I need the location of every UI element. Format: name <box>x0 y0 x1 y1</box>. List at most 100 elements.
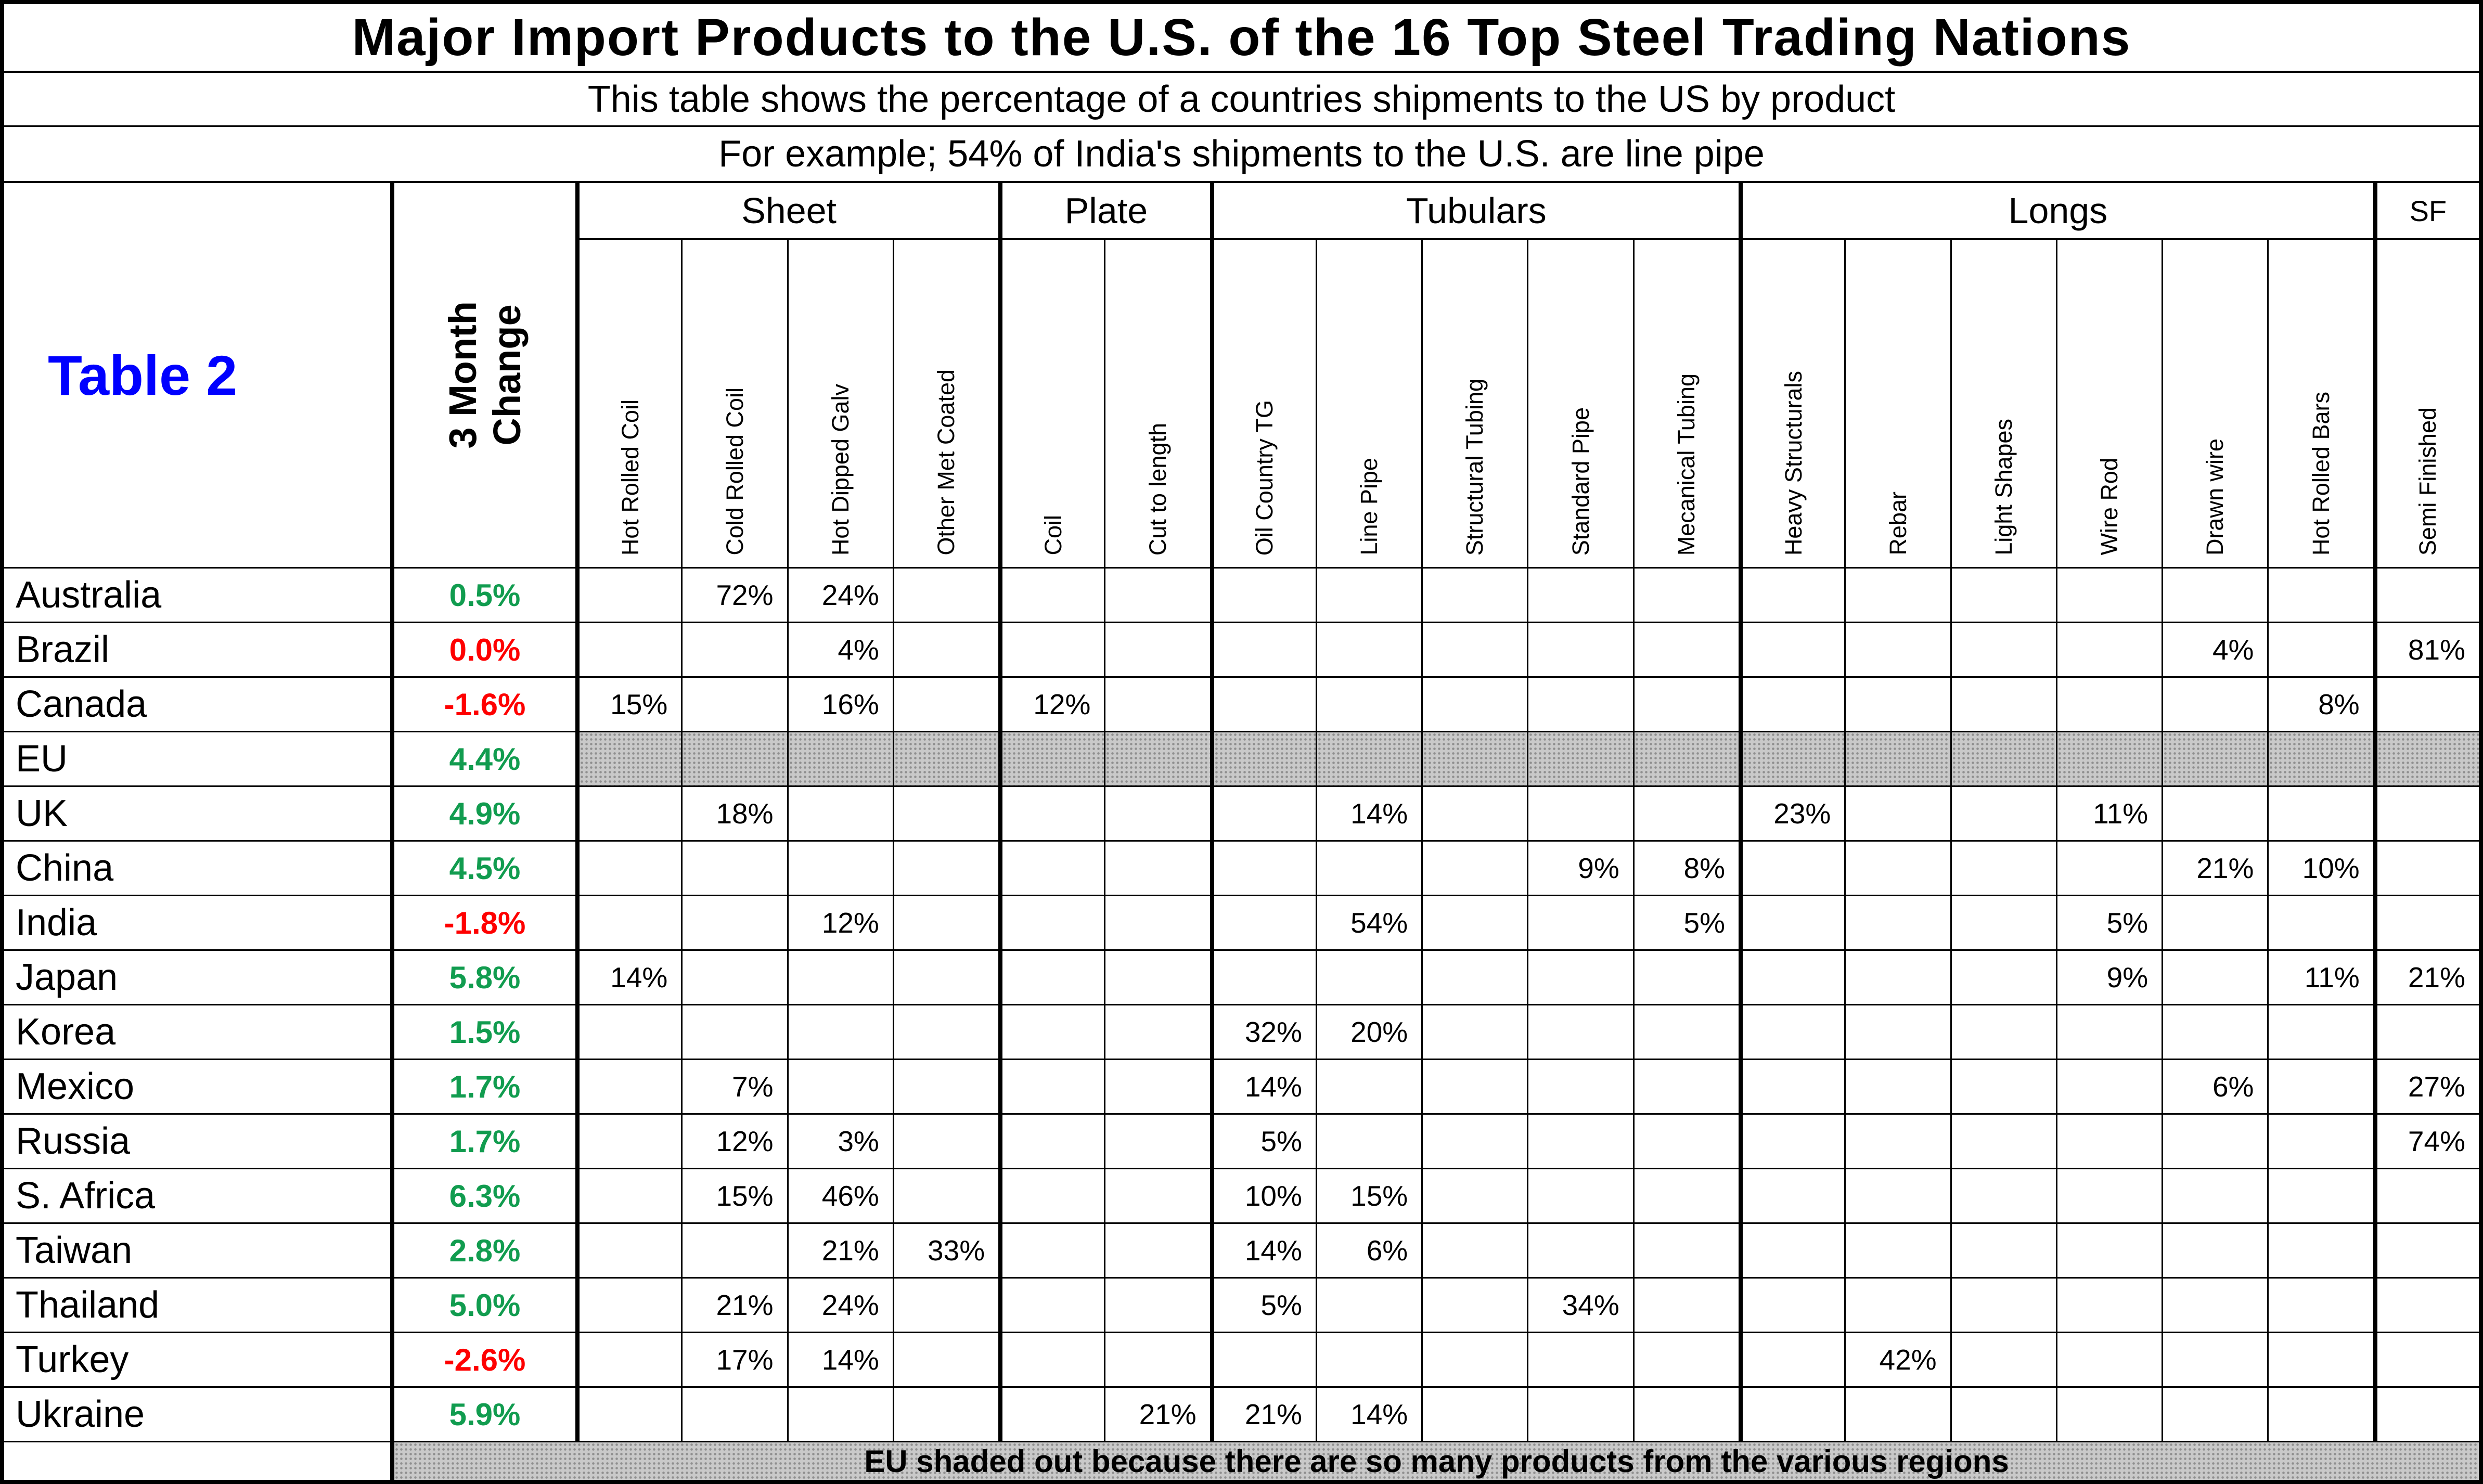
cell-taiwan-other-met-coated: 33% <box>892 1222 999 1277</box>
cell-china-light-shapes <box>1950 840 2056 895</box>
cell-japan-hot-dipped-galv <box>787 949 893 1004</box>
cell-brazil-oil-country-tg <box>1210 622 1316 676</box>
cell-india-hot-dipped-galv: 12% <box>787 895 893 949</box>
cell-turkey-drawn-wire <box>2162 1332 2268 1386</box>
cell-turkey-mecanical-tubing <box>1632 1332 1739 1386</box>
cell-thailand-line-pipe <box>1315 1277 1422 1332</box>
cell-mexico-structural-tubing <box>1421 1059 1527 1113</box>
cell-eu-rebar <box>1844 731 1950 785</box>
cell-turkey-standard-pipe <box>1527 1332 1633 1386</box>
cell-thailand-rebar <box>1844 1277 1950 1332</box>
cell-mexico-oil-country-tg: 14% <box>1210 1059 1316 1113</box>
cell-thailand-coil <box>998 1277 1104 1332</box>
cell-russia-other-met-coated <box>892 1113 999 1168</box>
cell-canada-line-pipe <box>1315 676 1422 731</box>
cell-mexico-hot-rolled-coil <box>575 1059 681 1113</box>
cell-japan-other-met-coated <box>892 949 999 1004</box>
cell-japan-oil-country-tg <box>1210 949 1316 1004</box>
cell-russia-structural-tubing <box>1421 1113 1527 1168</box>
cell-china-other-met-coated <box>892 840 999 895</box>
cell-eu-mecanical-tubing <box>1632 731 1739 785</box>
cell-india-semi-finished <box>2373 895 2479 949</box>
cell-india-cold-rolled-coil <box>681 895 787 949</box>
cell-canada-light-shapes <box>1950 676 2056 731</box>
cell-taiwan-line-pipe: 6% <box>1315 1222 1422 1277</box>
column-header-wire-rod: Wire Rod <box>2055 238 2162 567</box>
row-country-japan: Japan <box>4 949 390 1004</box>
cell-china-hot-rolled-bars: 10% <box>2267 840 2373 895</box>
cell-taiwan-hot-rolled-bars <box>2267 1222 2373 1277</box>
cell-eu-other-met-coated <box>892 731 999 785</box>
cell-turkey-hot-rolled-coil <box>575 1332 681 1386</box>
cell-japan-line-pipe <box>1315 949 1422 1004</box>
cell-japan-standard-pipe <box>1527 949 1633 1004</box>
column-header-rebar: Rebar <box>1844 238 1950 567</box>
cell-brazil-cut-to-length <box>1104 622 1210 676</box>
cell-taiwan-hot-dipped-galv: 21% <box>787 1222 893 1277</box>
row-country-australia: Australia <box>4 567 390 622</box>
cell-turkey-semi-finished <box>2373 1332 2479 1386</box>
column-header-cut-to-length: Cut to length <box>1104 238 1210 567</box>
cell-uk-coil <box>998 785 1104 840</box>
cell-brazil-mecanical-tubing <box>1632 622 1739 676</box>
cell-russia-cold-rolled-coil: 12% <box>681 1113 787 1168</box>
cell-eu-oil-country-tg <box>1210 731 1316 785</box>
cell-taiwan-light-shapes <box>1950 1222 2056 1277</box>
cell-russia-drawn-wire <box>2162 1113 2268 1168</box>
cell-australia-heavy-structurals <box>1739 567 1845 622</box>
cell-australia-drawn-wire <box>2162 567 2268 622</box>
cell-india-line-pipe: 54% <box>1315 895 1422 949</box>
cell-china-standard-pipe: 9% <box>1527 840 1633 895</box>
column-header-hot-rolled-bars: Hot Rolled Bars <box>2267 238 2373 567</box>
cell-thailand-hot-rolled-coil <box>575 1277 681 1332</box>
cell-brazil-coil <box>998 622 1104 676</box>
cell-australia-cut-to-length <box>1104 567 1210 622</box>
column-header-text-cut-to-length: Cut to length <box>1144 422 1171 556</box>
row-change-brazil: 0.0% <box>390 622 575 676</box>
cell-mexico-hot-rolled-bars <box>2267 1059 2373 1113</box>
row-change-india: -1.8% <box>390 895 575 949</box>
column-header-line-pipe: Line Pipe <box>1315 238 1422 567</box>
cell-india-cut-to-length <box>1104 895 1210 949</box>
cell-canada-cut-to-length <box>1104 676 1210 731</box>
cell-turkey-light-shapes <box>1950 1332 2056 1386</box>
cell-s-africa-other-met-coated <box>892 1168 999 1222</box>
row-change-china: 4.5% <box>390 840 575 895</box>
row-country-s-africa: S. Africa <box>4 1168 390 1222</box>
cell-s-africa-mecanical-tubing <box>1632 1168 1739 1222</box>
cell-turkey-oil-country-tg <box>1210 1332 1316 1386</box>
row-change-japan: 5.8% <box>390 949 575 1004</box>
cell-korea-oil-country-tg: 32% <box>1210 1004 1316 1059</box>
cell-ukraine-standard-pipe <box>1527 1386 1633 1441</box>
cell-india-mecanical-tubing: 5% <box>1632 895 1739 949</box>
cell-uk-semi-finished <box>2373 785 2479 840</box>
cell-india-structural-tubing <box>1421 895 1527 949</box>
cell-russia-hot-dipped-galv: 3% <box>787 1113 893 1168</box>
cell-korea-standard-pipe <box>1527 1004 1633 1059</box>
cell-china-semi-finished <box>2373 840 2479 895</box>
cell-australia-structural-tubing <box>1421 567 1527 622</box>
row-change-taiwan: 2.8% <box>390 1222 575 1277</box>
cell-australia-line-pipe <box>1315 567 1422 622</box>
cell-ukraine-other-met-coated <box>892 1386 999 1441</box>
cell-canada-heavy-structurals <box>1739 676 1845 731</box>
group-header-plate: Plate <box>998 183 1210 238</box>
cell-china-cut-to-length <box>1104 840 1210 895</box>
cell-australia-mecanical-tubing <box>1632 567 1739 622</box>
cell-china-heavy-structurals <box>1739 840 1845 895</box>
cell-taiwan-mecanical-tubing <box>1632 1222 1739 1277</box>
cell-korea-rebar <box>1844 1004 1950 1059</box>
cell-brazil-hot-rolled-coil <box>575 622 681 676</box>
cell-india-light-shapes <box>1950 895 2056 949</box>
column-header-cold-rolled-coil: Cold Rolled Coil <box>681 238 787 567</box>
cell-canada-mecanical-tubing <box>1632 676 1739 731</box>
cell-s-africa-wire-rod <box>2055 1168 2162 1222</box>
row-country-ukraine: Ukraine <box>4 1386 390 1441</box>
cell-russia-semi-finished: 74% <box>2373 1113 2479 1168</box>
cell-eu-standard-pipe <box>1527 731 1633 785</box>
cell-japan-heavy-structurals <box>1739 949 1845 1004</box>
cell-uk-structural-tubing <box>1421 785 1527 840</box>
cell-japan-cold-rolled-coil <box>681 949 787 1004</box>
cell-china-cold-rolled-coil <box>681 840 787 895</box>
column-header-text-semi-finished: Semi Finished <box>2414 407 2441 556</box>
